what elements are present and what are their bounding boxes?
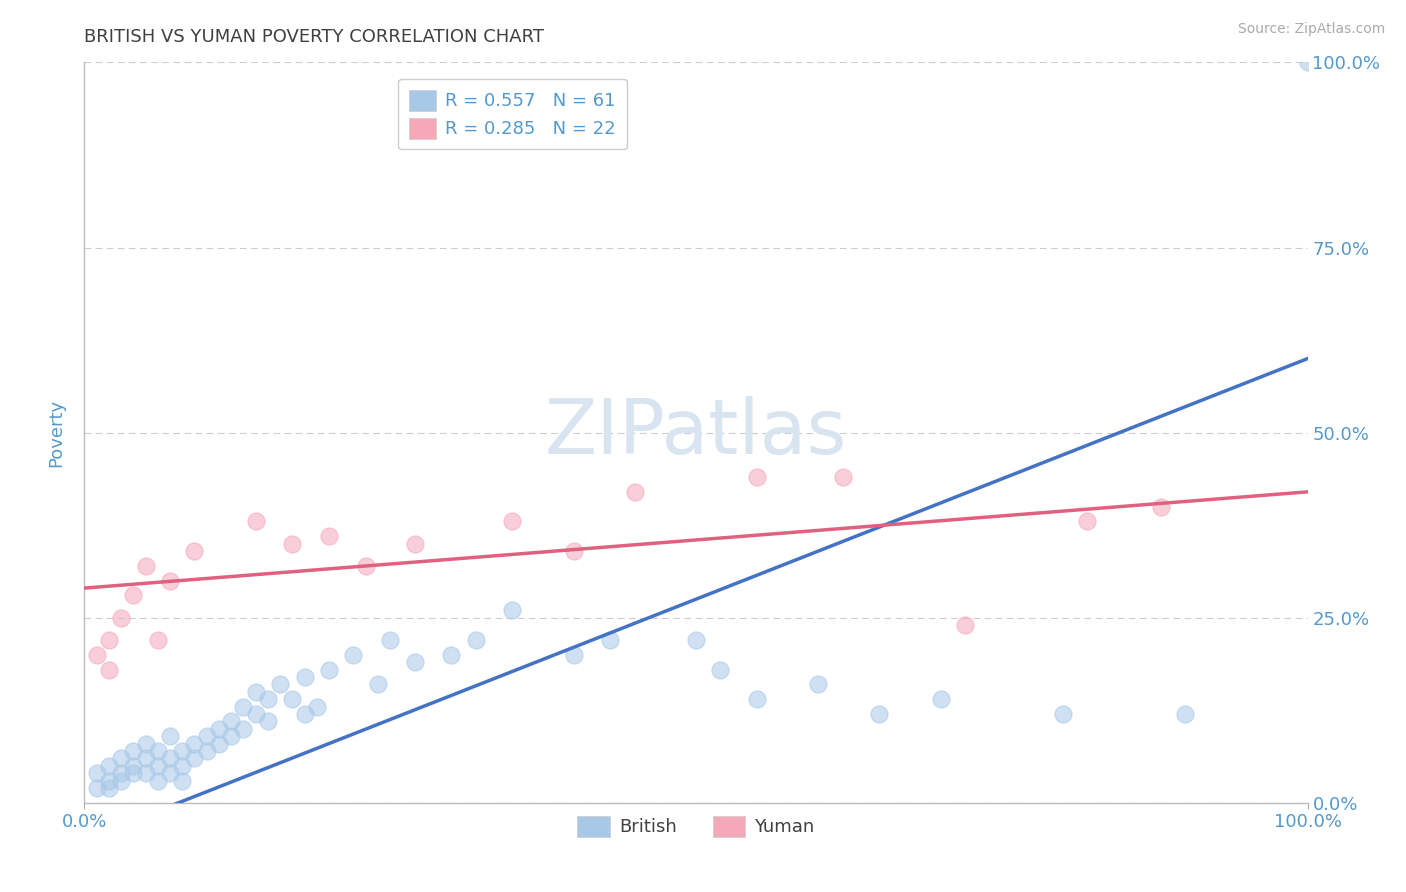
- Point: [97, 773, 120, 788]
- Point: [294, 706, 316, 721]
- Point: [135, 751, 157, 765]
- Point: [135, 766, 157, 780]
- Point: [159, 729, 181, 743]
- Point: [929, 692, 952, 706]
- Point: [146, 773, 169, 788]
- Point: [562, 648, 585, 662]
- Point: [159, 766, 181, 780]
- Point: [953, 618, 976, 632]
- Y-axis label: Poverty: Poverty: [48, 399, 66, 467]
- Point: [831, 470, 853, 484]
- Point: [245, 706, 267, 721]
- Legend: British, Yuman: British, Yuman: [568, 806, 824, 846]
- Point: [97, 780, 120, 795]
- Point: [305, 699, 328, 714]
- Point: [281, 692, 304, 706]
- Point: [183, 544, 205, 558]
- Point: [159, 574, 181, 588]
- Point: [502, 515, 524, 529]
- Point: [146, 632, 169, 647]
- Point: [219, 729, 242, 743]
- Point: [97, 632, 120, 647]
- Point: [219, 714, 242, 729]
- Point: [86, 780, 108, 795]
- Point: [172, 758, 194, 772]
- Point: [86, 648, 108, 662]
- Point: [807, 677, 830, 691]
- Point: [110, 751, 132, 765]
- Text: ZIPatlas: ZIPatlas: [544, 396, 848, 469]
- Point: [464, 632, 486, 647]
- Point: [257, 714, 280, 729]
- Point: [404, 655, 426, 669]
- Point: [208, 722, 231, 736]
- Point: [1296, 55, 1319, 70]
- Point: [404, 536, 426, 550]
- Point: [159, 751, 181, 765]
- Point: [281, 536, 304, 550]
- Point: [624, 484, 647, 499]
- Point: [86, 766, 108, 780]
- Point: [1076, 515, 1098, 529]
- Point: [502, 603, 524, 617]
- Point: [183, 737, 205, 751]
- Point: [685, 632, 707, 647]
- Point: [294, 670, 316, 684]
- Point: [135, 737, 157, 751]
- Point: [122, 589, 145, 603]
- Point: [318, 663, 340, 677]
- Point: [342, 648, 364, 662]
- Point: [869, 706, 891, 721]
- Point: [232, 699, 254, 714]
- Point: [380, 632, 402, 647]
- Point: [97, 758, 120, 772]
- Point: [562, 544, 585, 558]
- Point: [110, 766, 132, 780]
- Point: [122, 766, 145, 780]
- Point: [97, 663, 120, 677]
- Point: [232, 722, 254, 736]
- Point: [172, 744, 194, 758]
- Text: BRITISH VS YUMAN POVERTY CORRELATION CHART: BRITISH VS YUMAN POVERTY CORRELATION CHA…: [84, 28, 544, 45]
- Point: [747, 692, 769, 706]
- Point: [183, 751, 205, 765]
- Point: [1150, 500, 1173, 514]
- Text: Source: ZipAtlas.com: Source: ZipAtlas.com: [1237, 22, 1385, 37]
- Point: [122, 744, 145, 758]
- Point: [367, 677, 389, 691]
- Point: [195, 729, 218, 743]
- Point: [318, 529, 340, 543]
- Point: [110, 773, 132, 788]
- Point: [599, 632, 621, 647]
- Point: [172, 773, 194, 788]
- Point: [709, 663, 731, 677]
- Point: [354, 558, 377, 573]
- Point: [269, 677, 291, 691]
- Point: [135, 558, 157, 573]
- Point: [245, 515, 267, 529]
- Point: [1174, 706, 1197, 721]
- Point: [257, 692, 280, 706]
- Point: [245, 685, 267, 699]
- Point: [146, 744, 169, 758]
- Point: [122, 758, 145, 772]
- Point: [440, 648, 463, 662]
- Point: [146, 758, 169, 772]
- Point: [208, 737, 231, 751]
- Point: [1052, 706, 1074, 721]
- Point: [747, 470, 769, 484]
- Point: [110, 610, 132, 624]
- Point: [195, 744, 218, 758]
